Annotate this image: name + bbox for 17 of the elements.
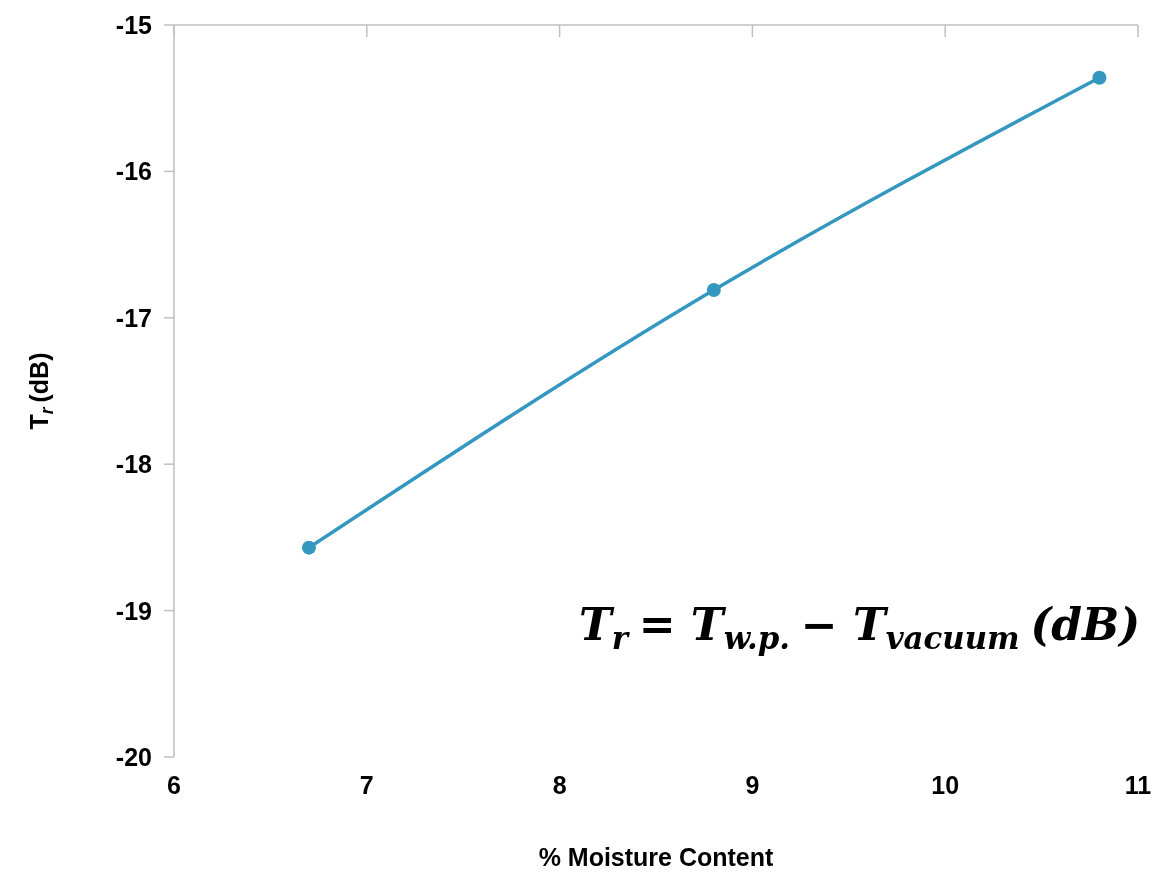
y-tick-label: -18 <box>115 450 153 479</box>
x-tick-label: 8 <box>552 771 567 799</box>
annotation: T$_{r}$ = T$_{w.p.}$− T$_{vacuum}$(dB) <box>578 599 1140 657</box>
y-tick-label: -20 <box>115 743 152 771</box>
y-tick-label: -15 <box>115 11 153 39</box>
point <box>301 540 316 555</box>
x-tick-label: 9 <box>745 771 760 799</box>
point <box>1092 70 1107 85</box>
x-tick-label: 11 <box>1124 771 1152 799</box>
y-tick-label: -19 <box>115 596 152 625</box>
y-tick-label: -16 <box>115 157 152 186</box>
x-tick-label: 7 <box>359 771 374 799</box>
x-axis-title: % Moisture Content <box>538 843 775 871</box>
point <box>706 282 721 297</box>
y-tick-label: -17 <box>115 303 152 332</box>
x-tick-label: 10 <box>931 771 960 799</box>
x-tick-label: 6 <box>167 771 181 799</box>
